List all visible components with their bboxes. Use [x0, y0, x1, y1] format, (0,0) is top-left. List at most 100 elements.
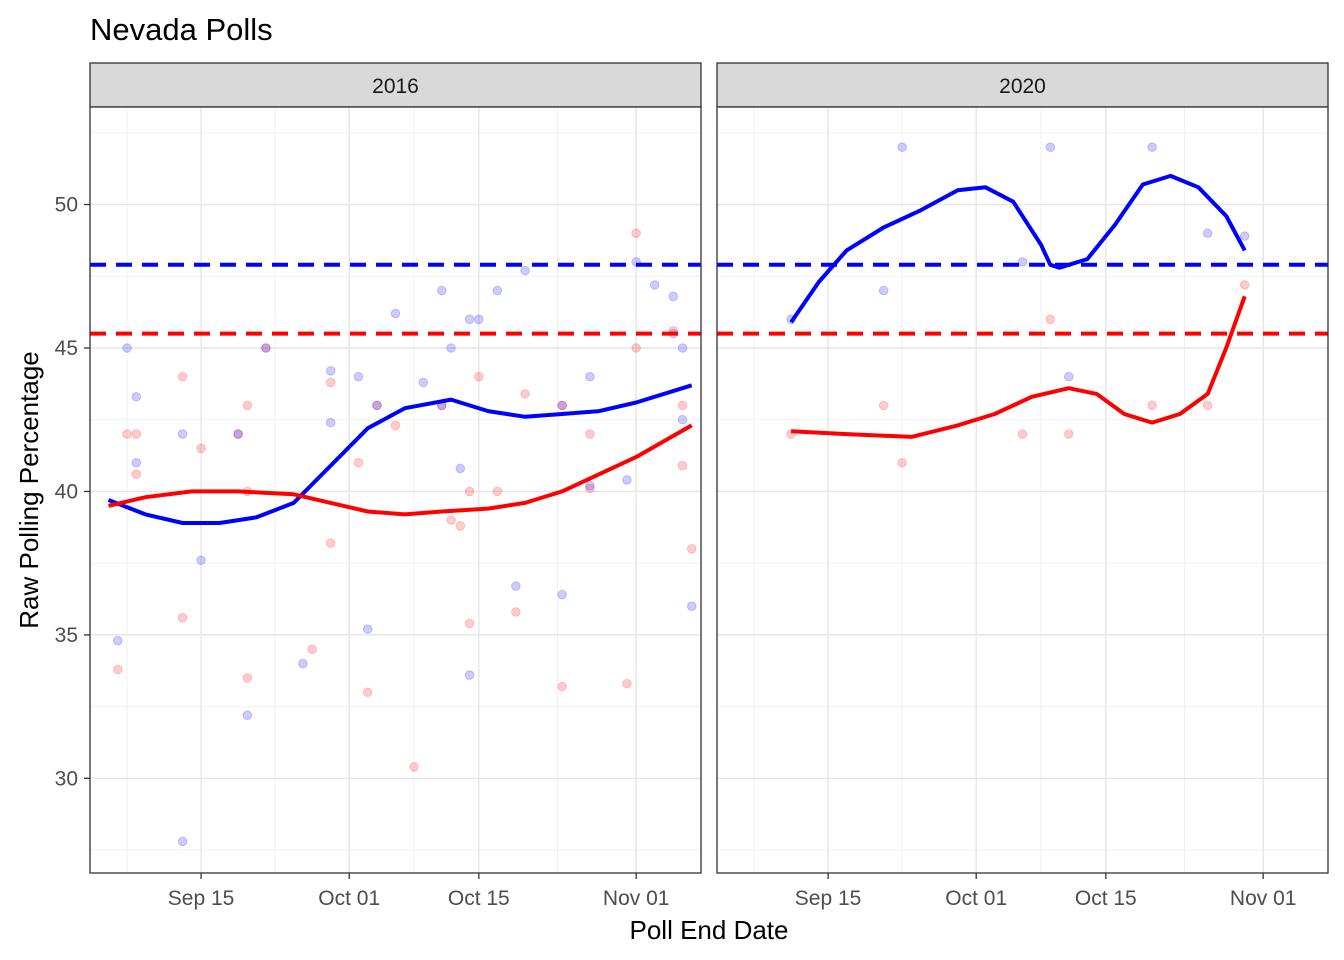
dem-poll-point [1017, 257, 1028, 267]
facet-2016: 2016 Sep 15 Oct 01 Oct 15 Nov 01 [89, 62, 702, 910]
rep-poll-point [686, 544, 697, 554]
panel: Sep 15 Oct 01 Oct 15 Nov 01 [89, 106, 702, 910]
rep-poll-point [372, 400, 382, 411]
dem-poll-point [390, 308, 401, 319]
x-axis-title: Poll End Date [630, 915, 789, 945]
dem-poll-point [1063, 371, 1074, 382]
dem-poll-point [436, 285, 447, 296]
dem-poll-point [897, 142, 907, 152]
dem-poll-point [511, 581, 521, 591]
dem-poll-point [474, 314, 484, 325]
x-tick-label: Oct 01 [318, 887, 380, 910]
rep-poll-point [409, 762, 419, 772]
dem-poll-point [131, 391, 142, 402]
x-tick-label: Oct 15 [448, 887, 510, 910]
y-tick-label: 35 [55, 624, 78, 647]
panel-background [90, 107, 701, 873]
dem-poll-point [464, 314, 475, 325]
rep-trend-line [108, 423, 693, 517]
rep-poll-point [177, 612, 188, 623]
rep-poll-point [1017, 429, 1028, 439]
dem-poll-point [446, 343, 456, 353]
chart-title: Nevada Polls [90, 12, 273, 47]
y-tick-label: 50 [55, 194, 78, 217]
facet-2020: 2020 Sep 15 Oct 01 Oct 15 Nov 01 [716, 62, 1329, 910]
x-tick-label: Sep 15 [795, 887, 862, 910]
dem-poll-point [649, 280, 660, 290]
rep-poll-point [622, 678, 632, 689]
dem-poll-point [177, 429, 188, 439]
rep-poll-point [233, 429, 243, 439]
rep-poll-point [557, 400, 567, 411]
rep-poll-point [474, 371, 484, 382]
rep-poll-point [242, 400, 253, 411]
dem-poll-point [261, 343, 271, 353]
rep-poll-point [112, 664, 123, 675]
rep-poll-point [464, 486, 475, 497]
rep-poll-point [325, 377, 336, 388]
rep-poll-point [307, 644, 317, 655]
dem-poll-point [196, 555, 206, 566]
dem-poll-point [464, 670, 475, 680]
rep-poll-point [455, 521, 466, 531]
panel-background [717, 107, 1328, 873]
facet-label: 2016 [372, 75, 419, 98]
dem-poll-point [585, 480, 595, 491]
dem-poll-point [298, 658, 308, 669]
y-tick-label: 45 [55, 337, 78, 360]
rep-poll-point [897, 457, 907, 468]
rep-poll-point [520, 389, 530, 399]
dem-poll-point [1147, 142, 1157, 152]
dem-poll-point [325, 417, 336, 428]
dem-poll-point [557, 400, 567, 411]
dem-trend-line [107, 383, 693, 525]
rep-poll-point [631, 228, 641, 239]
dem-poll-point [455, 463, 466, 474]
rep-poll-point [1147, 400, 1157, 411]
facet-label: 2020 [999, 75, 1046, 98]
rep-poll-point [631, 343, 641, 353]
rep-poll-point [557, 681, 567, 692]
dem-poll-point [177, 836, 188, 847]
dem-poll-point [325, 366, 336, 376]
y-axis: 30 35 40 45 50 [55, 194, 90, 790]
y-tick-label: 30 [55, 767, 78, 790]
panel-border [89, 106, 702, 874]
dem-poll-point [362, 624, 373, 634]
rep-poll-point [446, 515, 456, 525]
rep-poll-point [492, 486, 503, 497]
dem-poll-point [686, 601, 697, 611]
rep-trend-line [790, 295, 1247, 439]
x-tick-label: Oct 15 [1075, 887, 1137, 910]
dem-poll-point [1202, 228, 1213, 239]
rep-poll-point [362, 687, 373, 698]
dem-poll-point [1045, 142, 1056, 152]
dem-poll-point [112, 635, 123, 646]
dem-poll-point [242, 710, 253, 721]
rep-poll-point [196, 443, 206, 454]
rep-poll-point [511, 607, 521, 617]
x-tick-label: Nov 01 [1230, 887, 1297, 910]
dem-poll-point [1239, 231, 1250, 241]
rep-poll-point [261, 343, 271, 353]
dem-poll-point [233, 429, 243, 439]
y-tick-label: 40 [55, 480, 78, 503]
rep-poll-point [878, 400, 889, 411]
panel: Sep 15 Oct 01 Oct 15 Nov 01 [716, 106, 1329, 910]
rep-poll-point [131, 469, 142, 480]
rep-poll-point [242, 673, 253, 683]
dem-trend-line [789, 173, 1247, 324]
dem-poll-point [677, 414, 688, 425]
x-tick-label: Sep 15 [168, 887, 235, 910]
dem-poll-point [622, 475, 632, 485]
x-tick-label: Nov 01 [603, 887, 670, 910]
dem-poll-point [668, 291, 679, 302]
y-axis-title: Raw Polling Percentage [14, 351, 44, 629]
dem-poll-point [492, 285, 503, 296]
panel-border [716, 106, 1329, 874]
dem-poll-point [353, 371, 364, 382]
rep-poll-point [585, 429, 595, 439]
rep-poll-point [677, 460, 688, 471]
rep-poll-point [1045, 314, 1056, 325]
dem-poll-point [557, 589, 567, 600]
